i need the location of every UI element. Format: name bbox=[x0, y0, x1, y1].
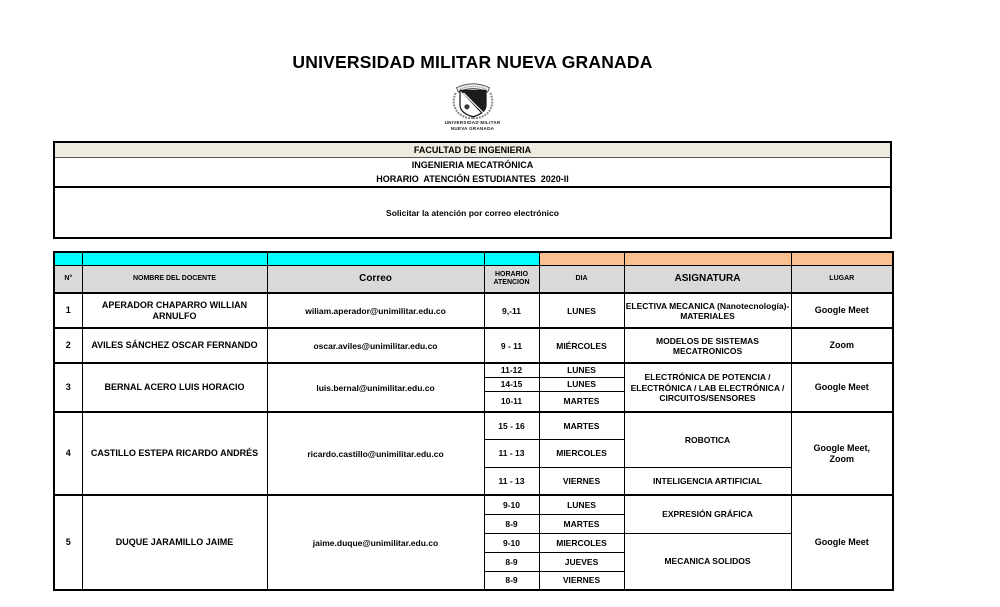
location: Zoom bbox=[790, 327, 894, 364]
column-header-nombre: NOMBRE DEL DOCENTE bbox=[81, 264, 268, 294]
color-band-row bbox=[53, 251, 894, 266]
band-cell bbox=[266, 251, 485, 266]
slot-horario: 11 - 13 bbox=[483, 466, 540, 496]
slot-horario: 10-11 bbox=[483, 390, 540, 413]
teacher-number: 3 bbox=[53, 362, 83, 413]
table-subrow: 10-11 MARTES bbox=[54, 390, 893, 413]
teacher-number: 1 bbox=[53, 292, 83, 329]
faculty-title: FACULTAD DE INGENIERIA bbox=[55, 143, 890, 159]
column-header-horario: HORARIO ATENCION bbox=[483, 264, 540, 294]
column-header-asignatura: ASIGNATURA bbox=[623, 264, 792, 294]
table-subrow: 11 - 13 MIERCOLES bbox=[54, 438, 893, 468]
program-title: INGENIERIA MECATRÓNICA bbox=[411, 159, 534, 170]
document-content: UNIVERSIDAD MILITAR NUEVA GRANADA bbox=[53, 0, 894, 592]
subject: ROBOTICA bbox=[623, 411, 792, 468]
location: Google Meet bbox=[790, 292, 894, 329]
table-header-row: N° NOMBRE DEL DOCENTE Correo HORARIO ATE… bbox=[53, 264, 894, 294]
slot-horario: 8-9 bbox=[483, 551, 540, 572]
teacher-name: DUQUE JARAMILLO JAIME bbox=[81, 494, 268, 591]
band-cell bbox=[623, 251, 792, 266]
slot-dia: MARTES bbox=[538, 390, 625, 413]
slot-dia: LUNES bbox=[538, 494, 625, 515]
slot-dia: MARTES bbox=[538, 411, 625, 440]
teacher-name: APERADOR CHAPARRO WILLIAN ARNULFO bbox=[81, 292, 268, 329]
teacher-name: BERNAL ACERO LUIS HORACIO bbox=[81, 362, 268, 413]
slot-dia: MIERCOLES bbox=[538, 438, 625, 468]
slot-horario: 8-9 bbox=[483, 570, 540, 591]
band-cell bbox=[790, 251, 894, 266]
table-row: 2 AVILES SÁNCHEZ OSCAR FERNANDO oscar.av… bbox=[53, 327, 894, 364]
slot-dia: JUEVES bbox=[538, 551, 625, 572]
schedule-title: HORARIO ATENCIÓN ESTUDIANTES 2020-II bbox=[376, 173, 569, 184]
table-row: 3 BERNAL ACERO LUIS HORACIO luis.bernal@… bbox=[53, 362, 894, 413]
teacher-email: jaime.duque@unimilitar.edu.co bbox=[266, 494, 485, 591]
page-title: UNIVERSIDAD MILITAR NUEVA GRANADA bbox=[292, 52, 653, 72]
note-text: Solicitar la atención por correo electró… bbox=[55, 186, 890, 237]
slot-dia: VIERNES bbox=[538, 570, 625, 591]
location: Google Meet bbox=[790, 362, 894, 413]
slot-horario: 9 - 11 bbox=[483, 327, 540, 364]
slot-horario: 9-10 bbox=[483, 494, 540, 515]
subject: MECANICA SOLIDOS bbox=[623, 532, 792, 591]
slot-dia: MIÉRCOLES bbox=[538, 327, 625, 364]
slot-dia: LUNES bbox=[538, 362, 625, 378]
band-cell bbox=[483, 251, 540, 266]
column-header-dia: DIA bbox=[538, 264, 625, 294]
subject: MODELOS DE SISTEMAS MECATRONICOS bbox=[623, 327, 792, 364]
table-row: 5 DUQUE JARAMILLO JAIME jaime.duque@unim… bbox=[53, 494, 894, 591]
schedule-table: N° NOMBRE DEL DOCENTE Correo HORARIO ATE… bbox=[53, 251, 894, 592]
teacher-number: 2 bbox=[53, 327, 83, 364]
table-subrow: 8-9 MARTES bbox=[54, 513, 893, 534]
logo-caption: UNIVERSIDAD MILITAR NUEVA GRANADA bbox=[53, 120, 892, 131]
logo-caption-line1: UNIVERSIDAD MILITAR bbox=[444, 120, 501, 125]
teacher-email: luis.bernal@unimilitar.edu.co bbox=[266, 362, 485, 413]
band-cell bbox=[81, 251, 268, 266]
slot-horario: 14-15 bbox=[483, 376, 540, 392]
teacher-name: AVILES SÁNCHEZ OSCAR FERNANDO bbox=[81, 327, 268, 364]
slot-horario: 8-9 bbox=[483, 513, 540, 534]
table-row: 1 APERADOR CHAPARRO WILLIAN ARNULFO wili… bbox=[53, 292, 894, 329]
band-cell bbox=[538, 251, 625, 266]
slot-horario: 15 - 16 bbox=[483, 411, 540, 440]
column-header-correo: Correo bbox=[266, 264, 485, 294]
table-subrow: 9-10 MIERCOLES MECANICA SOLIDOS bbox=[54, 532, 893, 591]
column-header-lugar: LUGAR bbox=[790, 264, 894, 294]
teacher-name: CASTILLO ESTEPA RICARDO ANDRÉS bbox=[81, 411, 268, 496]
teacher-email: ricardo.castillo@unimilitar.edu.co bbox=[266, 411, 485, 496]
column-header-numero: N° bbox=[53, 264, 83, 294]
subject: ELECTIVA MECANICA (Nanotecnología)-MATER… bbox=[623, 292, 792, 329]
teacher-email: wiliam.aperador@unimilitar.edu.co bbox=[266, 292, 485, 329]
teacher-number: 4 bbox=[53, 411, 83, 496]
info-box: FACULTAD DE INGENIERIA INGENIERIA MECATR… bbox=[53, 141, 892, 240]
subject: INTELIGENCIA ARTIFICIAL bbox=[623, 466, 792, 496]
teacher-number: 5 bbox=[53, 494, 83, 591]
table-subrow: 8-9 VIERNES bbox=[54, 570, 893, 591]
subject: EXPRESIÓN GRÁFICA bbox=[623, 494, 792, 534]
slot-horario: 11-12 bbox=[483, 362, 540, 378]
location: Google Meet bbox=[790, 494, 894, 591]
slot-horario: 9-10 bbox=[483, 532, 540, 553]
slot-dia: MIERCOLES bbox=[538, 532, 625, 553]
slot-horario: 9,-11 bbox=[483, 292, 540, 329]
logo-caption-line2: NUEVA GRANADA bbox=[450, 125, 495, 131]
slot-dia: LUNES bbox=[538, 292, 625, 329]
table-row: 4 CASTILLO ESTEPA RICARDO ANDRÉS ricardo… bbox=[53, 411, 894, 496]
slot-dia: MARTES bbox=[538, 513, 625, 534]
band-cell bbox=[53, 251, 83, 266]
university-crest-icon bbox=[53, 79, 892, 119]
subject: ELECTRÓNICA DE POTENCIA / ELECTRÓNICA / … bbox=[623, 362, 792, 413]
slot-dia: VIERNES bbox=[538, 466, 625, 496]
slot-horario: 11 - 13 bbox=[483, 438, 540, 468]
teacher-email: oscar.aviles@unimilitar.edu.co bbox=[266, 327, 485, 364]
location: Google Meet, Zoom bbox=[790, 411, 894, 496]
slot-dia: LUNES bbox=[538, 376, 625, 392]
university-logo: UNIVERSIDAD MILITAR NUEVA GRANADA bbox=[53, 79, 892, 131]
